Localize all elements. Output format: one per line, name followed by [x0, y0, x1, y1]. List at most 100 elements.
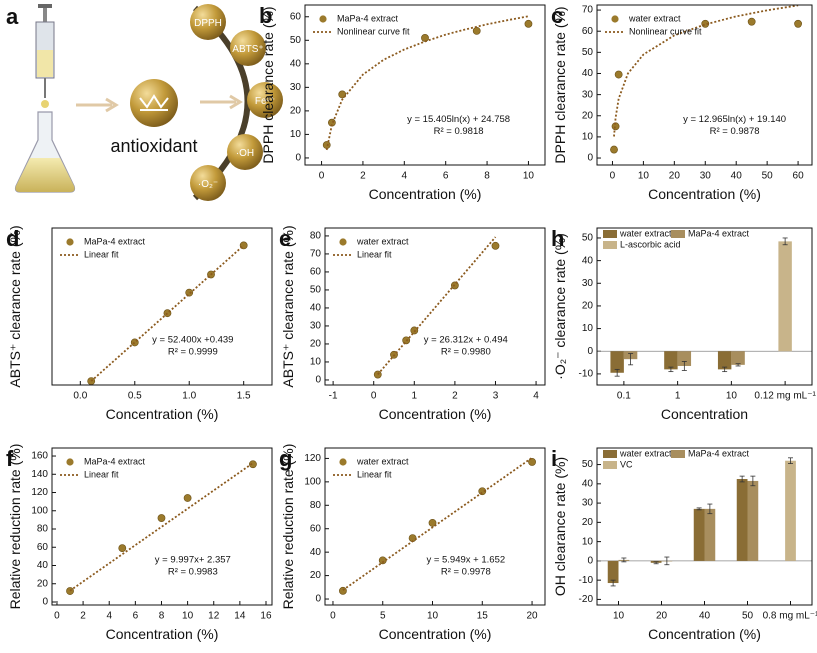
legend-label: MaPa-4 extract [84, 236, 146, 246]
x-tick-label: 4 [402, 171, 408, 182]
bar [731, 351, 745, 365]
y-tick-label: 0 [587, 346, 593, 357]
x-tick-label: 40 [699, 611, 711, 622]
fit-line [325, 15, 529, 151]
y-tick-label: 60 [310, 267, 322, 278]
legend-label: water extract [619, 228, 672, 238]
y-tick-label: 20 [582, 517, 594, 528]
chart-panel: e Concentration (%) ABTS⁺ clearance rate (… [279, 225, 546, 422]
error-bar [614, 368, 620, 377]
y-tick-label: 80 [310, 500, 322, 511]
x-tick-label: 0 [371, 391, 377, 402]
data-point [66, 587, 74, 595]
x-tick-label: 0.8 mg mL⁻¹ [763, 611, 817, 622]
arrow-head [105, 97, 119, 113]
y-axis-title: Relative reduction rate (%) [280, 444, 296, 610]
y-tick-label: 50 [310, 285, 322, 296]
x-tick-label: 20 [526, 611, 538, 622]
x-tick-label: -1 [329, 391, 338, 402]
y-tick-label: -20 [579, 594, 594, 605]
y-axis-title: ·O₂⁻ clearance rate (%) [552, 233, 568, 380]
x-tick-label: 60 [793, 171, 805, 182]
legend-label: MaPa-4 extract [688, 228, 750, 238]
error-bar [610, 579, 616, 587]
equation: R² = 0.9983 [168, 567, 218, 578]
error-bar [782, 237, 788, 246]
y-tick-label: 60 [310, 523, 322, 534]
y-axis-title: OH clearance rate (%) [552, 457, 568, 596]
y-tick-label: 40 [582, 255, 594, 266]
x-tick-label: 10 [427, 611, 439, 622]
y-tick-label: 10 [582, 132, 594, 143]
y-tick-label: 60 [582, 26, 594, 37]
y-tick-label: 0 [295, 153, 301, 164]
y-tick-label: 60 [290, 11, 302, 22]
data-point [472, 26, 481, 35]
antioxidant-icon [130, 79, 178, 127]
legend-label: Linear fit [357, 469, 392, 479]
node-circle [227, 134, 263, 170]
x-tick-label: 16 [260, 611, 272, 622]
data-point [614, 70, 623, 79]
y-tick-label: 50 [582, 233, 594, 244]
node-circle [247, 82, 283, 118]
x-tick-label: 0.1 [617, 391, 631, 402]
y-tick-label: 160 [31, 451, 48, 462]
x-tick-label: 10 [638, 171, 650, 182]
data-point [183, 494, 192, 502]
data-point [794, 19, 802, 28]
y-tick-label: 40 [310, 303, 322, 314]
chart-panel: g Concentration (%) Relative reduction rat… [279, 444, 546, 642]
bar [736, 479, 748, 561]
y-tick-label: 50 [290, 35, 302, 46]
legend-label: MaPa-4 extract [688, 448, 750, 458]
x-axis-title: Concentration [661, 406, 748, 422]
data-point [528, 458, 536, 466]
x-tick-label: 10 [182, 611, 194, 622]
error-bar [722, 366, 728, 373]
y-tick-label: 40 [290, 58, 302, 69]
data-point [373, 370, 382, 379]
data-point [747, 17, 756, 26]
chart-panel: i Concentration (%) OH clearance rate (%)-… [551, 446, 817, 642]
y-tick-label: 20 [310, 570, 322, 581]
legend-label: water extract [628, 13, 681, 23]
chart-panel: d Concentration (%) ABTS⁺ clearance rate (… [6, 225, 273, 422]
y-tick-label: 100 [31, 505, 48, 516]
panel-letter: b [259, 3, 272, 28]
error-bar [750, 475, 756, 487]
y-tick-label: 50 [582, 459, 594, 470]
panel-letter: e [279, 226, 291, 251]
chart-panel: c Concentration (%) DPPH clearance rate (%… [551, 3, 813, 202]
y-tick-label: 40 [37, 560, 49, 571]
equation: y = 5.949x + 1.652 [426, 555, 505, 566]
node-circle [190, 165, 226, 201]
legend-swatch [603, 230, 617, 238]
x-axis-title: Concentration (%) [379, 626, 492, 642]
error-bar [707, 503, 713, 515]
x-tick-label: 10 [613, 611, 625, 622]
legend-label: VC [620, 459, 633, 469]
y-tick-label: 10 [582, 536, 594, 547]
y-tick-label: 20 [290, 106, 302, 117]
y-tick-label: 20 [582, 110, 594, 121]
bar [677, 351, 692, 366]
data-point [118, 544, 127, 553]
flask-icon [14, 111, 76, 193]
y-tick-label: 20 [310, 339, 322, 350]
error-bar [668, 366, 674, 373]
panel-letter: h [551, 226, 564, 251]
legend-swatch [671, 450, 685, 458]
y-tick-label: 30 [310, 321, 322, 332]
y-tick-label: 10 [310, 357, 322, 368]
charts: b Concentration (%) DPPH clearance rate (%… [6, 3, 817, 642]
fit-line [613, 4, 799, 137]
chart-panel: f Concentration (%) Relative reduction rat… [6, 444, 273, 642]
fit-line [69, 462, 254, 592]
y-tick-label: 30 [582, 498, 594, 509]
node-label: ·OH [236, 148, 254, 159]
plot-frame [51, 227, 273, 386]
equation: y = 26.312x + 0.494 [424, 335, 508, 346]
legend-label: water extract [356, 236, 409, 246]
